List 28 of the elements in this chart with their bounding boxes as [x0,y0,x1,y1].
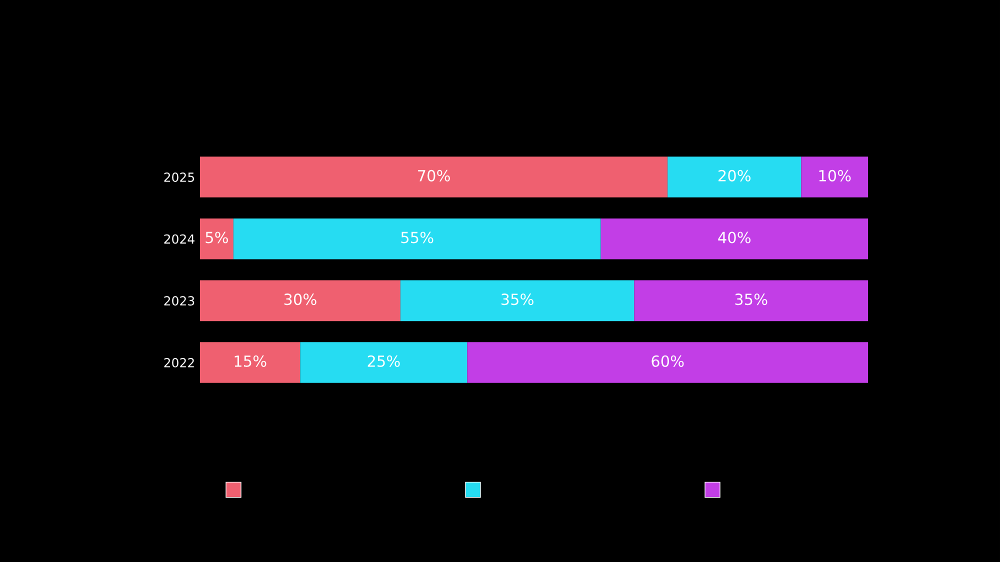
bar [200,342,300,383]
bar [600,218,868,260]
data-label: 30% [284,294,316,306]
data-label: 15% [234,355,266,367]
data-label: 5% [206,232,228,244]
data-label: 20% [718,170,751,182]
bar [200,280,400,322]
bar [668,156,802,198]
data-label: 35% [501,294,534,306]
y-tick-label: 2023 [164,296,194,306]
data-label: 60% [652,355,684,367]
data-label: 40% [718,232,751,244]
data-label: 70% [418,170,450,182]
y-tick-label: 2024 [164,234,194,244]
data-label: 55% [401,232,434,244]
data-label: 10% [819,170,851,182]
bar [801,156,868,198]
y-tick-label: 2022 [164,358,194,368]
data-label: 25% [368,355,400,367]
bar [233,218,601,260]
bar [400,280,634,322]
data-label: 35% [735,294,768,306]
bar [634,280,868,322]
y-tick-label: 2025 [164,172,194,182]
bar [467,342,868,383]
bar [300,342,468,383]
bar [200,156,668,198]
bar [200,218,234,260]
